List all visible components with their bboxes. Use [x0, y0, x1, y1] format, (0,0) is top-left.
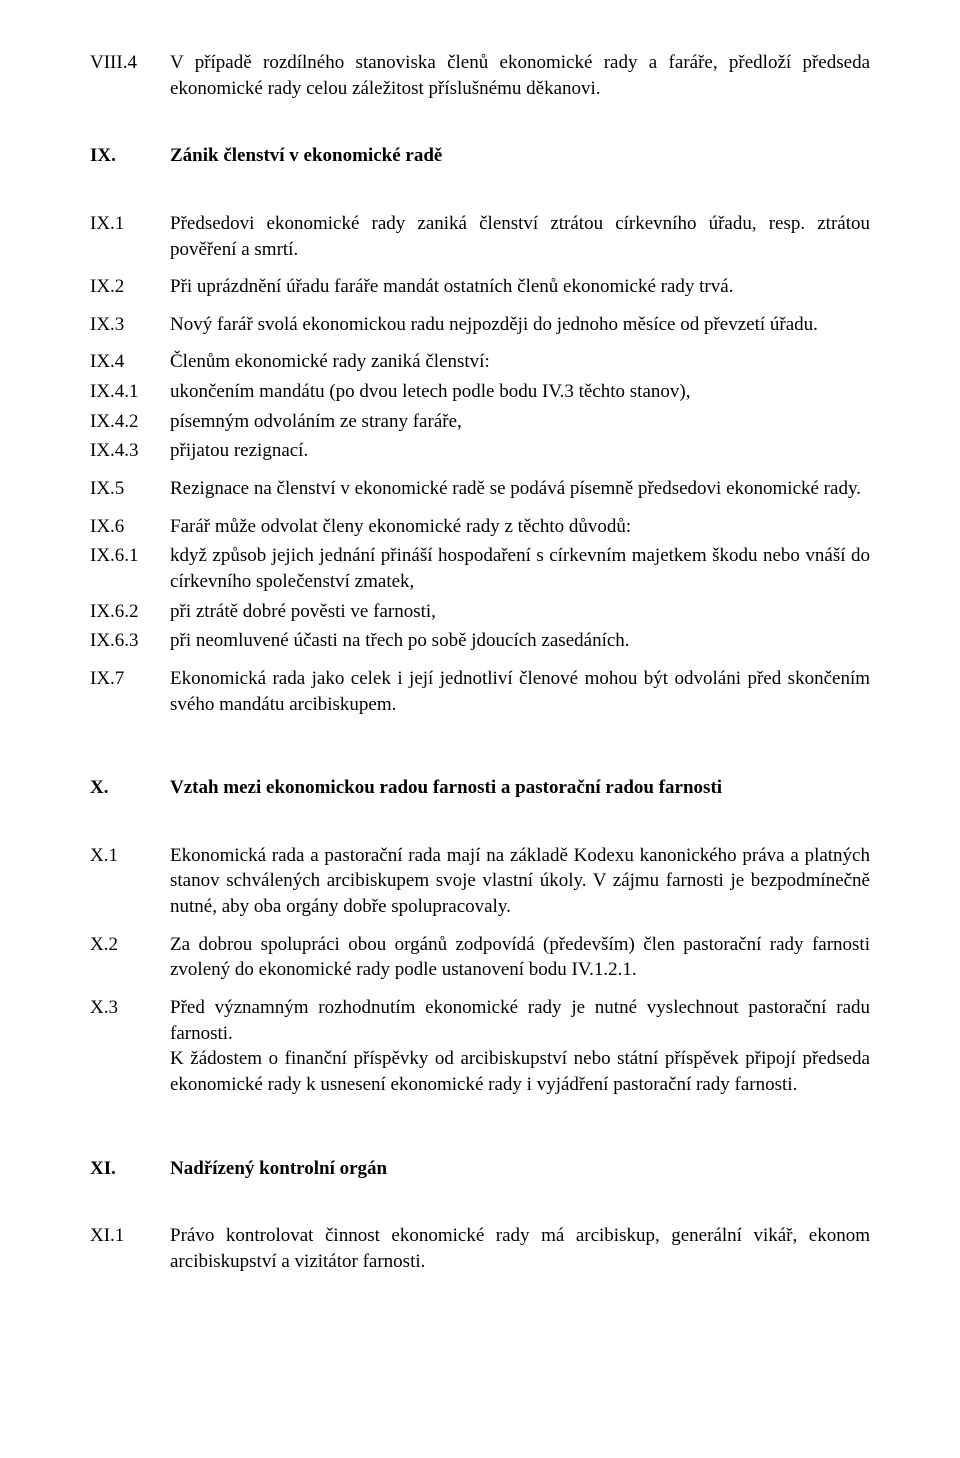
list-item: X.3Před významným rozhodnutím ekonomické… [90, 995, 870, 1098]
item-label: XI. [90, 1156, 170, 1182]
item-text: při neomluvené účasti na třech po sobě j… [170, 628, 870, 654]
item-text: Před významným rozhodnutím ekonomické ra… [170, 995, 870, 1098]
item-label: XI.1 [90, 1223, 170, 1274]
section-gap [90, 181, 870, 211]
list-item: XI.1Právo kontrolovat činnost ekonomické… [90, 1223, 870, 1274]
item-label: IX.6 [90, 514, 170, 540]
list-item: X.Vztah mezi ekonomickou radou farnosti … [90, 775, 870, 801]
item-text: při ztrátě dobré pověsti ve farnosti, [170, 599, 870, 625]
item-text: přijatou rezignací. [170, 438, 870, 464]
document-body: VIII.4V případě rozdílného stanoviska čl… [90, 50, 870, 1275]
item-text: ukončením mandátu (po dvou letech podle … [170, 379, 870, 405]
item-text: Rezignace na členství v ekonomické radě … [170, 476, 870, 502]
list-item: IX.6.1když způsob jejich jednání přináší… [90, 543, 870, 594]
item-label: X. [90, 775, 170, 801]
item-text: když způsob jejich jednání přináší hospo… [170, 543, 870, 594]
list-item: IX.5Rezignace na členství v ekonomické r… [90, 476, 870, 502]
item-text: Zánik členství v ekonomické radě [170, 143, 870, 169]
list-item: X.1Ekonomická rada a pastorační rada maj… [90, 843, 870, 920]
item-label: IX.4.3 [90, 438, 170, 464]
list-item: VIII.4V případě rozdílného stanoviska čl… [90, 50, 870, 101]
item-text: Právo kontrolovat činnost ekonomické rad… [170, 1223, 870, 1274]
list-item: IX.2Při uprázdnění úřadu faráře mandát o… [90, 274, 870, 300]
item-text: Členům ekonomické rady zaniká členství: [170, 349, 870, 375]
item-text: Předsedovi ekonomické rady zaniká členst… [170, 211, 870, 262]
list-item: IX.4.1ukončením mandátu (po dvou letech … [90, 379, 870, 405]
section-gap [90, 813, 870, 843]
item-label: IX.4.2 [90, 409, 170, 435]
list-item: IX.4.3přijatou rezignací. [90, 438, 870, 464]
item-label: IX.5 [90, 476, 170, 502]
item-text: písemným odvoláním ze strany faráře, [170, 409, 870, 435]
section-gap [90, 729, 870, 775]
list-item: XI.Nadřízený kontrolní orgán [90, 1156, 870, 1182]
item-text: V případě rozdílného stanoviska členů ek… [170, 50, 870, 101]
item-text: Ekonomická rada jako celek i její jednot… [170, 666, 870, 717]
item-text: Při uprázdnění úřadu faráře mandát ostat… [170, 274, 870, 300]
list-item: IX.3Nový farář svolá ekonomickou radu ne… [90, 312, 870, 338]
list-item: IX.1Předsedovi ekonomické rady zaniká čl… [90, 211, 870, 262]
section-gap [90, 1110, 870, 1156]
section-gap [90, 1193, 870, 1223]
item-text: Nadřízený kontrolní orgán [170, 1156, 870, 1182]
item-text: Nový farář svolá ekonomickou radu nejpoz… [170, 312, 870, 338]
item-label: IX.7 [90, 666, 170, 717]
list-item: X.2Za dobrou spolupráci obou orgánů zodp… [90, 932, 870, 983]
item-label: IX.4.1 [90, 379, 170, 405]
section-gap [90, 113, 870, 143]
list-item: IX.Zánik členství v ekonomické radě [90, 143, 870, 169]
list-item: IX.6.2při ztrátě dobré pověsti ve farnos… [90, 599, 870, 625]
item-text: Farář může odvolat členy ekonomické rady… [170, 514, 870, 540]
item-label: VIII.4 [90, 50, 170, 101]
item-label: IX.1 [90, 211, 170, 262]
list-item: IX.4Členům ekonomické rady zaniká členst… [90, 349, 870, 375]
item-label: IX.2 [90, 274, 170, 300]
item-label: X.3 [90, 995, 170, 1098]
item-label: IX.6.1 [90, 543, 170, 594]
item-text: Vztah mezi ekonomickou radou farnosti a … [170, 775, 870, 801]
item-label: IX.6.3 [90, 628, 170, 654]
item-text: Za dobrou spolupráci obou orgánů zodpoví… [170, 932, 870, 983]
item-label: IX.3 [90, 312, 170, 338]
list-item: IX.7Ekonomická rada jako celek i její je… [90, 666, 870, 717]
item-label: X.2 [90, 932, 170, 983]
item-label: IX.6.2 [90, 599, 170, 625]
list-item: IX.6.3při neomluvené účasti na třech po … [90, 628, 870, 654]
item-label: IX. [90, 143, 170, 169]
item-label: X.1 [90, 843, 170, 920]
item-label: IX.4 [90, 349, 170, 375]
item-text: Ekonomická rada a pastorační rada mají n… [170, 843, 870, 920]
list-item: IX.4.2písemným odvoláním ze strany farář… [90, 409, 870, 435]
list-item: IX.6Farář může odvolat členy ekonomické … [90, 514, 870, 540]
